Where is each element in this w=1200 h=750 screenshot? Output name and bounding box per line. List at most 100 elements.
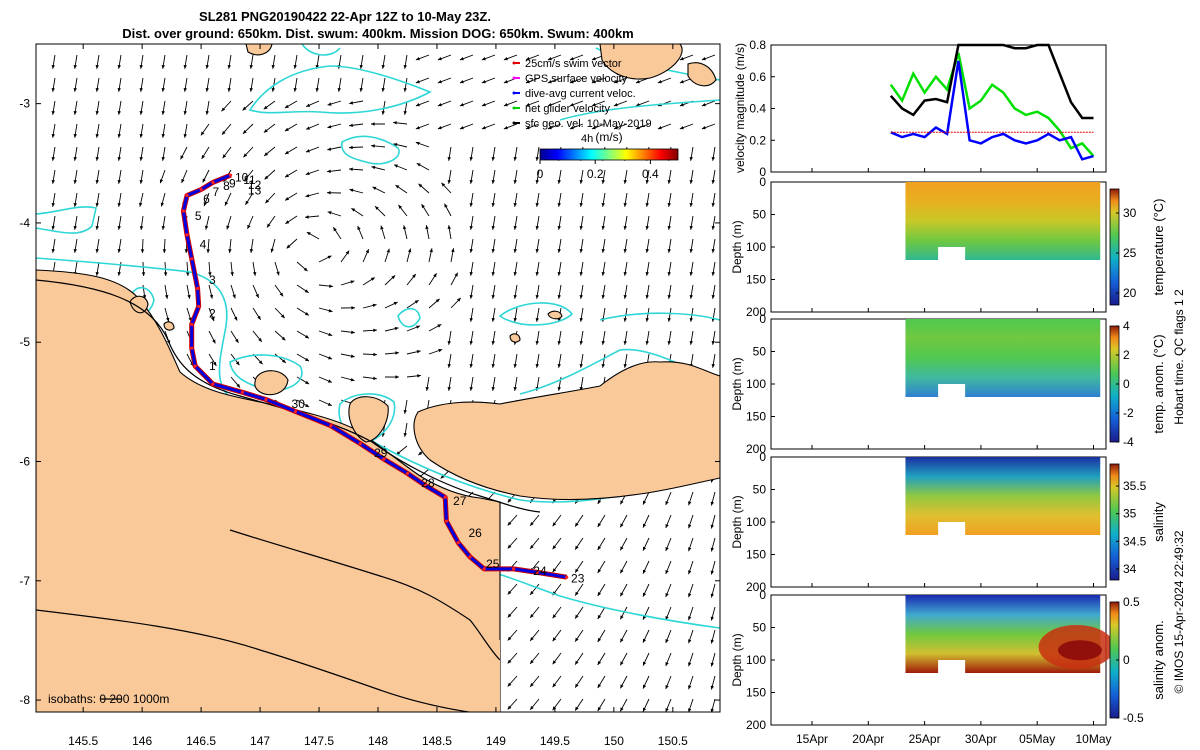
velocity-arrowhead [557, 340, 562, 345]
date-tick-label: 05May [1019, 732, 1055, 746]
velocity-arrowhead [557, 363, 562, 368]
velocity-arrowhead [305, 334, 310, 339]
velocity-arrowhead [305, 171, 310, 175]
velocity-arrowhead [166, 317, 170, 322]
depth-tick-label: 0 [759, 450, 766, 464]
velocity-arrowhead [679, 126, 684, 130]
velocity-arrowhead [513, 294, 518, 299]
legend-marker [512, 61, 516, 65]
velocity-arrowhead [393, 302, 398, 306]
velocity-arrowhead [597, 706, 602, 711]
velocity-arrowhead [437, 80, 442, 84]
track-point [185, 233, 189, 237]
velocity-arrowhead [249, 64, 254, 69]
velocity-arrowhead [372, 186, 377, 191]
day-label: 3 [209, 273, 216, 287]
velocity-arrowhead [139, 87, 144, 92]
velocity-arrowhead [95, 110, 100, 115]
velocity-arrowhead [701, 103, 706, 107]
velocity-arrowhead [459, 126, 464, 130]
day-label: 8 [223, 179, 230, 193]
velocity-arrowhead [535, 248, 540, 253]
velocity-ylabel: velocity magnitude (m/s) [733, 43, 747, 173]
velocity-arrowhead [459, 80, 464, 84]
velocity-arrowhead [403, 110, 408, 115]
velocity-y-tick-label: 0.2 [749, 133, 766, 147]
velocity-arrowhead [227, 64, 232, 69]
velocity-arrowhead [642, 523, 647, 528]
velocity-arrowhead [667, 225, 672, 230]
colorbar-tick-label: 0.5 [1123, 595, 1140, 609]
isobath-legend: isobaths: 0 200 1000m [48, 692, 169, 706]
depth-tick-label: 200 [746, 442, 766, 456]
velocity-arrowhead [161, 156, 166, 161]
velocity-arrowhead [139, 156, 144, 161]
velocity-arrowhead [337, 87, 342, 92]
x-tick-label: 150 [604, 734, 624, 748]
velocity-arrowhead [328, 332, 333, 337]
velocity-arrowhead [117, 156, 122, 161]
velocity-arrowhead [513, 363, 518, 368]
velocity-arrowhead [711, 156, 716, 161]
velocity-arrowhead [329, 284, 333, 288]
day-label: 13 [248, 184, 262, 198]
velocity-arrowhead [160, 202, 165, 207]
velocity-arrowhead [454, 272, 458, 277]
velocity-arrowhead [469, 248, 474, 253]
velocity-arrowhead [437, 324, 442, 328]
velocity-arrowhead [371, 144, 375, 148]
section-colorbar-label: salinity anom. [1151, 620, 1166, 699]
velocity-arrowhead [591, 80, 596, 84]
velocity-arrowhead [575, 545, 579, 550]
velocity-arrowhead [304, 289, 309, 293]
date-tick-label: 25Apr [909, 732, 941, 746]
velocity-arrowhead [688, 708, 692, 712]
velocity-arrowhead [575, 614, 579, 619]
velocity-arrowhead [635, 80, 640, 84]
velocity-arrowhead [688, 616, 692, 621]
colorbar-label: (m/s) [595, 130, 622, 144]
velocity-arrowhead [469, 202, 474, 207]
velocity-arrowhead [117, 225, 122, 230]
velocity-arrowhead [513, 248, 518, 253]
y-tick-label: -4 [19, 216, 30, 230]
velocity-arrowhead [620, 638, 624, 643]
section-data [905, 319, 1101, 397]
velocity-arrowhead [620, 707, 624, 712]
velocity-arrowhead [667, 294, 672, 299]
velocity-arrowhead [513, 271, 518, 276]
velocity-arrowhead [117, 133, 122, 138]
velocity-arrowhead [51, 87, 56, 92]
velocity-arrowhead [284, 150, 289, 155]
velocity-arrowhead [688, 685, 692, 690]
day-label: 2 [209, 307, 216, 321]
velocity-arrowhead [710, 570, 715, 575]
velocity-arrowhead [623, 294, 628, 299]
section-panel-salinity: 0 50 100 150 200 Depth (m) 34 34.5 35 35.5 salinit… [730, 450, 1166, 594]
velocity-arrowhead [711, 340, 716, 345]
velocity-arrowhead [689, 156, 694, 161]
velocity-arrowhead [407, 248, 412, 253]
velocity-arrowhead [535, 340, 540, 345]
velocity-arrowhead [597, 591, 602, 596]
velocity-arrowhead [350, 354, 355, 358]
depth-tick-label: 0 [759, 175, 766, 189]
velocity-arrowhead [456, 297, 461, 302]
velocity-arrowhead [667, 340, 672, 345]
y-tick-label: -7 [19, 574, 30, 588]
velocity-arrowhead [349, 123, 353, 128]
velocity-arrowhead [535, 294, 540, 299]
velocity-arrowhead [381, 110, 386, 115]
depth-ylabel: Depth (m) [730, 633, 744, 686]
velocity-arrowhead [665, 707, 669, 712]
velocity-arrowhead [95, 271, 100, 276]
velocity-arrowhead [667, 317, 672, 322]
velocity-arrowhead [233, 316, 238, 321]
section-colorbar-label: salinity [1151, 502, 1166, 542]
velocity-arrowhead [575, 522, 579, 527]
velocity-arrowhead [117, 64, 122, 69]
velocity-arrowhead [415, 103, 420, 107]
velocity-arrowhead [689, 340, 694, 345]
velocity-arrowhead [221, 107, 226, 112]
